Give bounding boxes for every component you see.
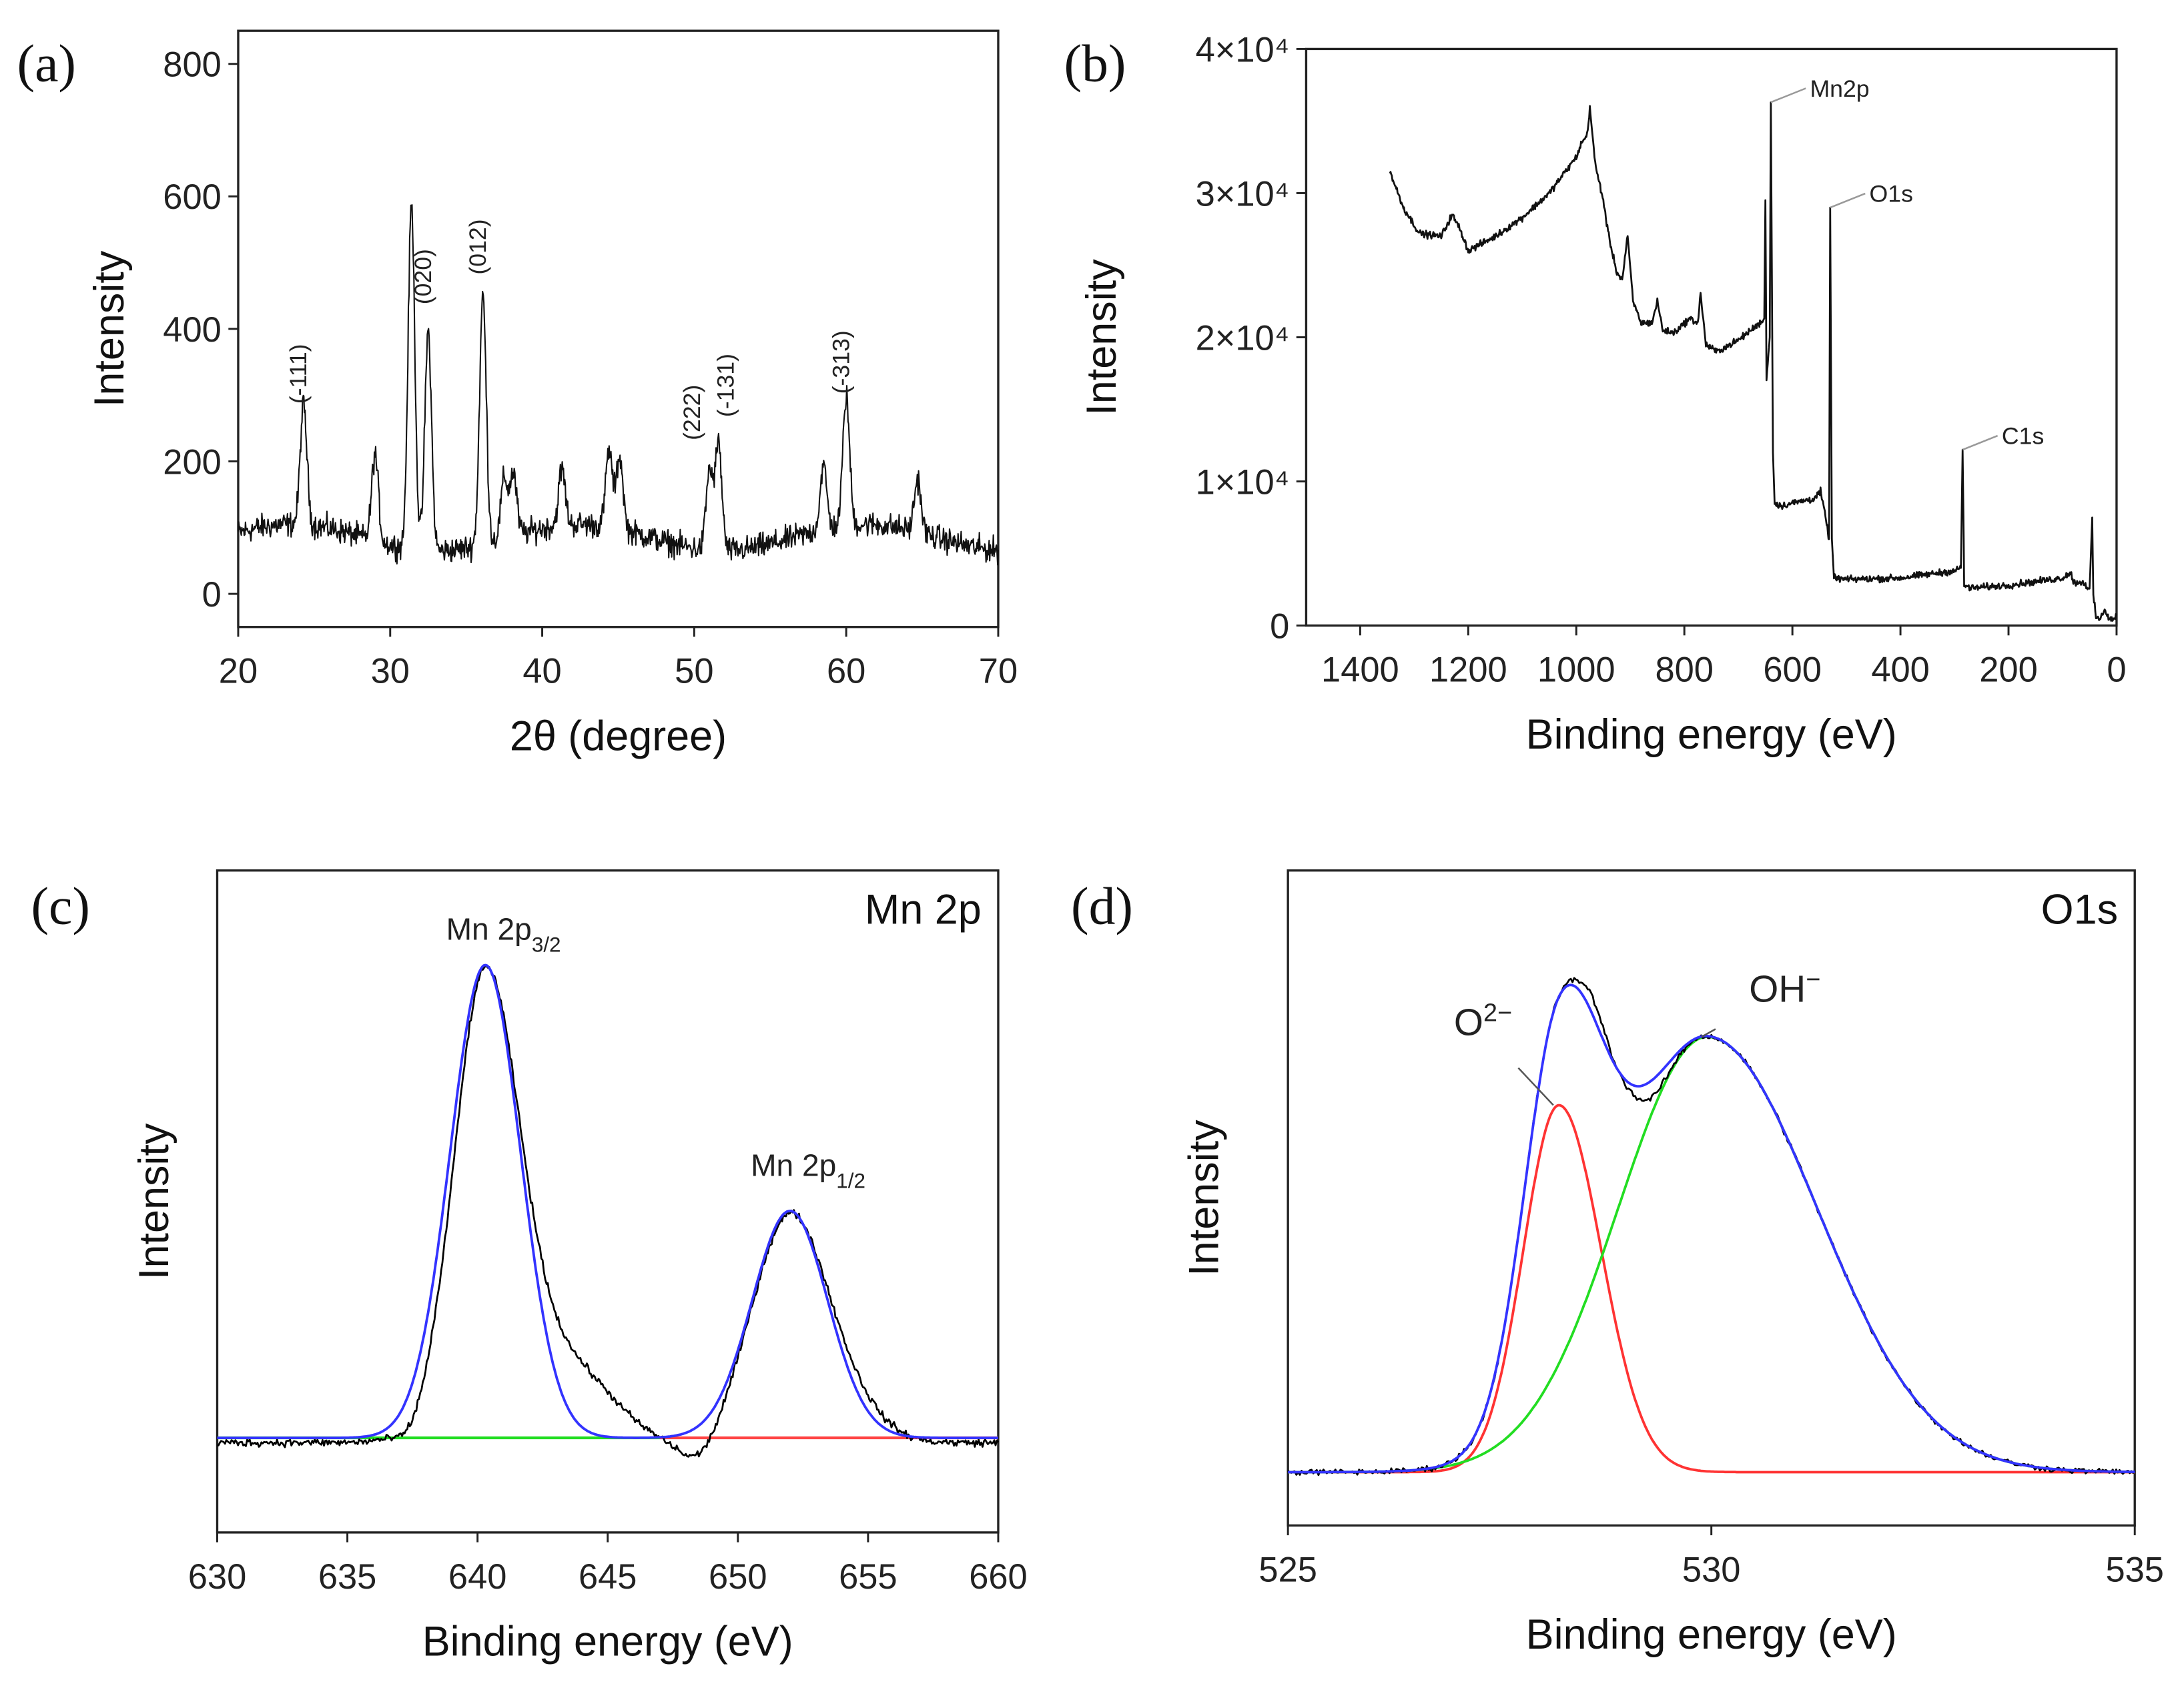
x-tick-label: 800: [1655, 651, 1714, 690]
peak-label: (222): [679, 385, 705, 440]
fit-envelope-line: [217, 963, 998, 1439]
panel-label: (c): [31, 877, 90, 935]
x-tick-label: 1400: [1321, 651, 1399, 690]
x-axis-title: Binding energy (eV): [1526, 711, 1897, 758]
y-tick-label: 200: [163, 443, 221, 482]
component-line: [1288, 1035, 2135, 1474]
peak-label: C1s: [2002, 423, 2044, 450]
y-tick-label: 0: [1270, 608, 1289, 647]
peak-label: (-111): [285, 344, 312, 404]
y-tick-label: 0: [202, 576, 222, 614]
peak-label-subscript: 3/2: [532, 933, 561, 956]
leader-line: [1517, 1067, 1554, 1106]
xrd-pattern-line: [237, 204, 1000, 566]
x-tick-label: 655: [839, 1558, 897, 1597]
y-tick-label: 4×10⁴: [1196, 31, 1290, 69]
component-label-superscript: −: [1806, 965, 1820, 993]
component-label-main: OH: [1749, 969, 1806, 1011]
axes-frame: [1287, 869, 2136, 1527]
x-tick-label: 660: [969, 1558, 1028, 1597]
peak-label: (012): [464, 219, 491, 274]
x-tick-label: 50: [675, 653, 713, 691]
x-tick-label: 630: [188, 1558, 246, 1597]
xps-survey-line: [1389, 101, 2118, 622]
peak-label-main: Mn 2p: [446, 911, 532, 946]
x-tick-label: 400: [1871, 651, 1930, 690]
peak-label: Mn 2p1/2: [751, 1148, 865, 1193]
panel-c: (c) 630 635 640 645 650 655 660 Binding energy (…: [31, 869, 1028, 1665]
y-axis-title: Intensity: [1078, 259, 1125, 416]
x-tick-label: 530: [1682, 1551, 1741, 1589]
panel-d: (d) 525 530 535 Binding energy (eV) Intensity…: [1071, 869, 2164, 1658]
peak-label: (020): [410, 249, 436, 304]
x-tick-label: 600: [1763, 651, 1822, 690]
peak-label: Mn2p: [1810, 75, 1869, 102]
x-tick-label: 535: [2105, 1551, 2164, 1589]
y-tick-label: 2×10⁴: [1196, 319, 1290, 358]
peak-label: O1s: [1870, 181, 1913, 207]
peak-label: (-313): [827, 330, 854, 394]
y-tick-label: 3×10⁴: [1196, 175, 1290, 214]
component-line: [1288, 1104, 2135, 1474]
panel-label: (b): [1064, 35, 1126, 93]
y-axis-title: Intensity: [131, 1123, 177, 1280]
peak-label: Mn 2p3/2: [446, 911, 561, 956]
x-axis-title: Binding energy (eV): [422, 1618, 793, 1665]
x-tick-label: 640: [448, 1558, 507, 1597]
x-tick-label: 200: [1979, 651, 2038, 690]
component-label: OH−: [1749, 965, 1820, 1011]
panel-a: (a) 20 30 40 50 60 70 0 200 400 600 800 2θ (degree) I…: [17, 29, 1018, 759]
y-axis-title: Intensity: [86, 250, 133, 407]
peak-label-subscript: 1/2: [836, 1169, 865, 1192]
component-label-superscript: 2−: [1483, 999, 1512, 1027]
y-tick-label: 1×10⁴: [1196, 463, 1290, 502]
x-tick-label: 70: [979, 653, 1018, 691]
x-tick-label: 1200: [1429, 651, 1507, 690]
fit-envelope-line: [1288, 983, 2135, 1474]
x-tick-label: 40: [522, 653, 561, 691]
leader-line: [1701, 1028, 1716, 1038]
panel-label: (a): [17, 35, 76, 93]
y-tick-label: 400: [163, 311, 221, 350]
x-tick-label: 60: [827, 653, 865, 691]
panel-label: (d): [1071, 877, 1133, 935]
x-tick-label: 650: [709, 1558, 767, 1597]
y-tick-label: 800: [163, 46, 221, 85]
x-tick-label: 525: [1258, 1551, 1317, 1589]
x-tick-label: 30: [371, 653, 410, 691]
component-label: O2−: [1454, 999, 1512, 1044]
x-tick-label: 635: [318, 1558, 376, 1597]
panel-title: O1s: [2041, 886, 2118, 933]
leader-line: [1830, 192, 1866, 209]
leader-line: [1962, 434, 1998, 451]
experimental-data-line: [1287, 977, 2136, 1476]
axes-frame: [216, 869, 1000, 1534]
y-tick-label: 600: [163, 178, 221, 217]
x-tick-label: 645: [579, 1558, 637, 1597]
experimental-data-line: [217, 965, 1000, 1458]
peak-label: (-131): [712, 354, 739, 417]
x-tick-label: 20: [219, 653, 258, 691]
x-tick-label: 1000: [1537, 651, 1615, 690]
panel-title: Mn 2p: [865, 886, 982, 933]
axes-frame: [1305, 47, 2118, 627]
x-tick-label: 0: [2107, 651, 2126, 690]
panel-b: (b) 1400 1200 1000 800 600 400 200 0 0 1×10⁴ 2×10⁴ 3…: [1064, 31, 2127, 758]
y-axis-title: Intensity: [1180, 1120, 1227, 1276]
leader-line: [1770, 87, 1806, 103]
x-axis-title: 2θ (degree): [510, 713, 727, 759]
component-label-main: O: [1454, 1002, 1483, 1044]
x-axis-title: Binding energy (eV): [1526, 1611, 1897, 1658]
peak-label-main: Mn 2p: [751, 1148, 836, 1183]
